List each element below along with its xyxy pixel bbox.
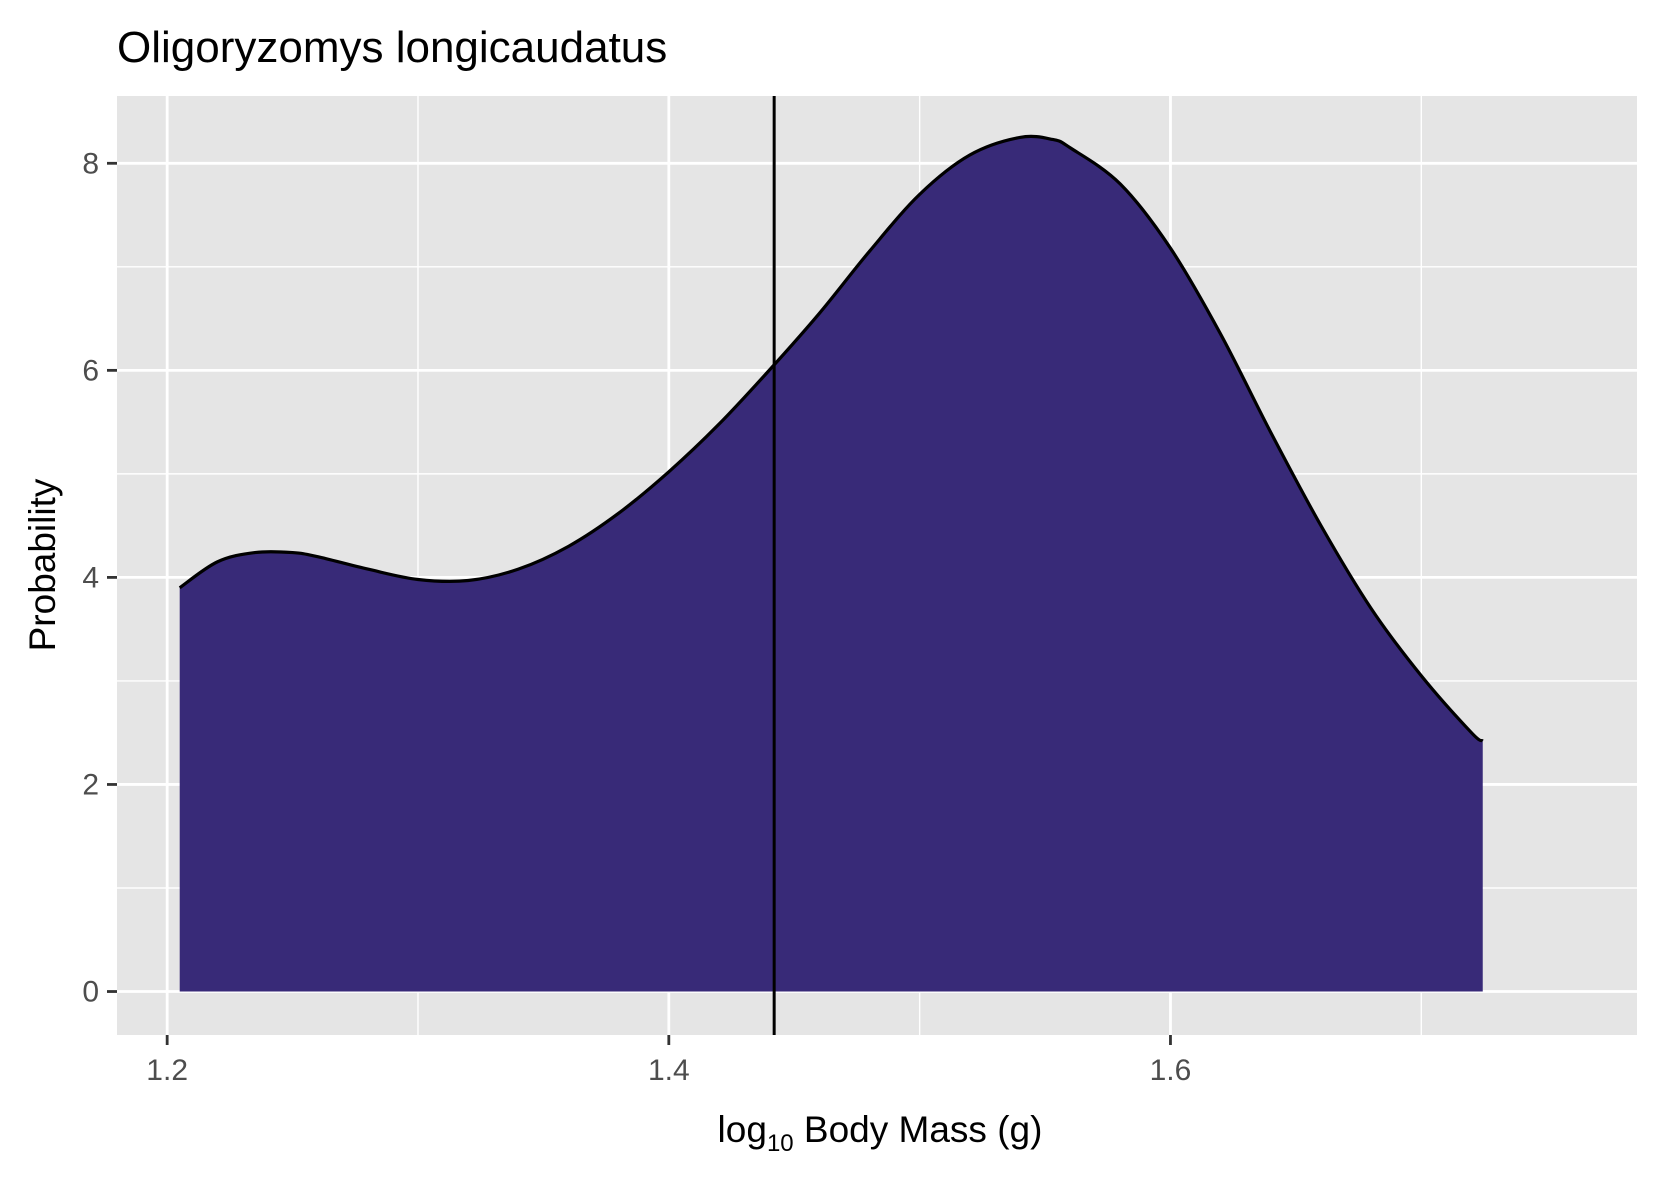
y-tick-label: 4 xyxy=(82,561,99,594)
density-line xyxy=(178,134,1484,743)
x-tick-label: 1.4 xyxy=(648,1054,690,1087)
x-tick-label: 1.2 xyxy=(146,1054,188,1087)
y-axis-title: Probability xyxy=(22,478,63,651)
plot-panel xyxy=(117,96,1637,1035)
chart-title: Oligoryzomys longicaudatus xyxy=(117,23,667,72)
density-area xyxy=(179,136,1483,992)
y-tick-label: 6 xyxy=(82,354,99,387)
y-tick-label: 8 xyxy=(82,147,99,180)
x-tick-label: 1.6 xyxy=(1150,1054,1192,1087)
x-axis-title: log10 Body Mass (g) xyxy=(718,1109,1043,1157)
y-tick-label: 2 xyxy=(82,768,99,801)
y-tick-label: 0 xyxy=(82,976,99,1009)
